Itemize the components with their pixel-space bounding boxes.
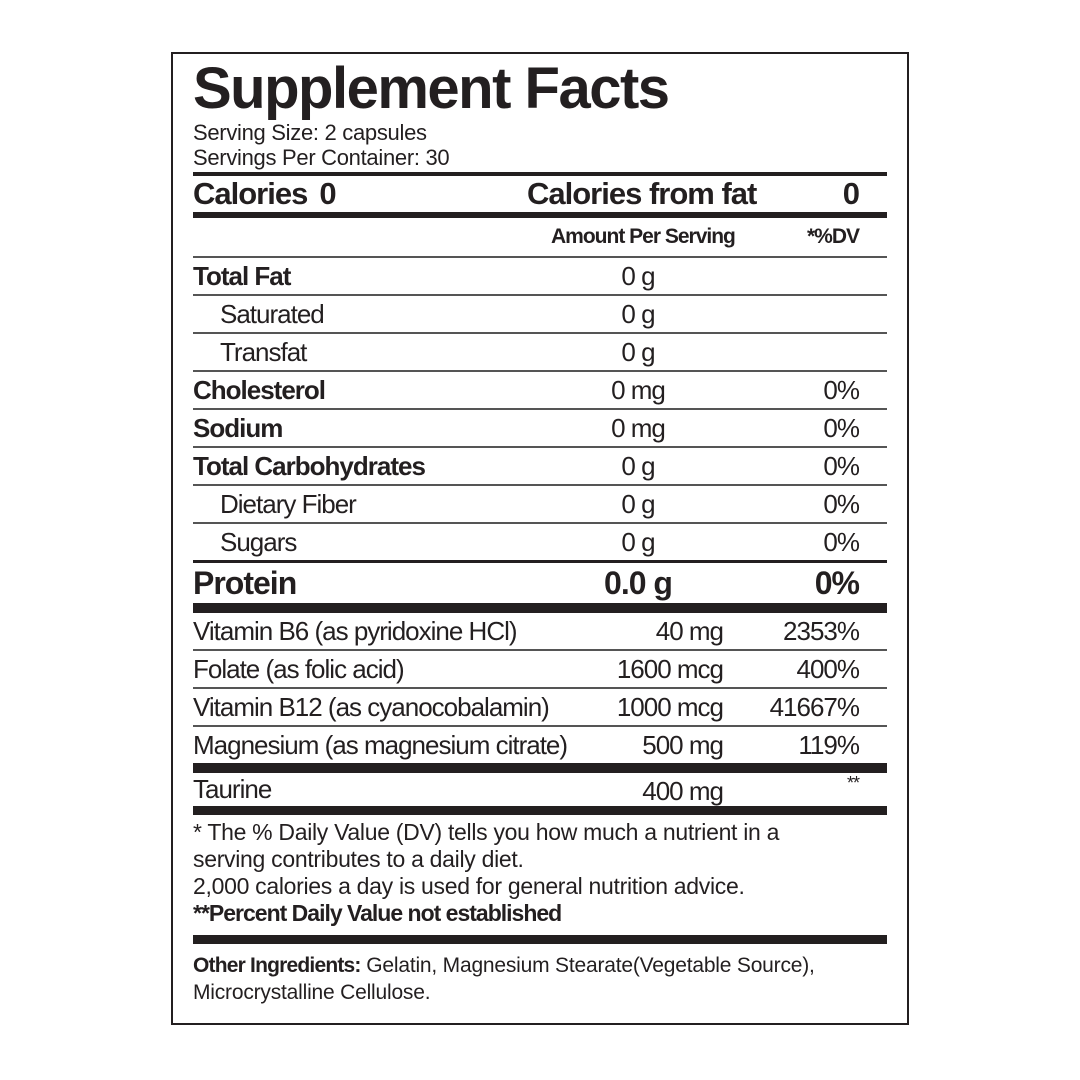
- divider: [193, 725, 887, 727]
- other-ingredients: Other Ingredients: Gelatin, Magnesium St…: [193, 944, 887, 1006]
- divider: [193, 294, 887, 296]
- protein-row: Protein 0.0 g 0%: [193, 563, 887, 603]
- amount-header: Amount Per Serving: [551, 225, 736, 248]
- nutrient-amount: 0 g: [621, 298, 655, 329]
- nutrient-row: Total Fat 0 g: [193, 258, 887, 294]
- calories-value: 0: [319, 176, 336, 211]
- column-header: Amount Per Serving *%DV: [193, 218, 887, 256]
- nutrient-row: Dietary Fiber 0 g 0%: [193, 486, 887, 522]
- nutrient-row: Sugars 0 g 0%: [193, 524, 887, 560]
- taurine-row: Taurine 400 mg **: [193, 773, 887, 806]
- nutrient-row: Cholesterol 0 mg 0%: [193, 372, 887, 408]
- divider: [193, 687, 887, 689]
- divider: [193, 806, 887, 815]
- nutrient-amount: 0.0 g: [604, 564, 673, 601]
- nutrient-amount: 400 mg: [642, 776, 724, 806]
- nutrient-amount: 0 g: [621, 526, 655, 557]
- divider: [193, 603, 887, 613]
- divider: [193, 256, 887, 258]
- nutrient-dv: 0%: [823, 412, 860, 443]
- divider: [193, 370, 887, 372]
- nutrient-dv: 0%: [823, 450, 860, 481]
- divider: [193, 763, 887, 773]
- nutrient-amount: 1000 mcg: [616, 691, 724, 722]
- divider: [193, 172, 887, 176]
- divider: [193, 212, 887, 218]
- calories-label: Calories: [193, 176, 308, 211]
- divider: [193, 484, 887, 486]
- nutrient-name: Folate (as folic acid): [193, 653, 405, 684]
- nutrient-dv: 41667%: [769, 691, 860, 722]
- other-ingredients-label: Other Ingredients:: [193, 954, 361, 977]
- calories-row: Calories 0 Calories from fat 0: [193, 176, 887, 212]
- servings-per-container: Servings Per Container: 30: [193, 145, 450, 170]
- nutrient-name: Total Fat: [193, 260, 291, 291]
- nutrient-dv: 2353%: [783, 615, 860, 646]
- nutrient-dv: 0%: [823, 374, 860, 405]
- nutrient-amount: 0 g: [621, 336, 655, 367]
- nutrient-row: Transfat 0 g: [193, 334, 887, 370]
- nutrient-name: Saturated: [220, 298, 325, 329]
- divider: [193, 446, 887, 448]
- nutrient-name: Cholesterol: [193, 374, 326, 405]
- nutrient-row: Saturated 0 g: [193, 296, 887, 332]
- divider: [193, 522, 887, 524]
- nutrient-amount: 0 g: [621, 488, 655, 519]
- dv-header: *%DV: [806, 225, 860, 248]
- nutrient-name: Vitamin B12 (as cyanocobalamin): [193, 691, 550, 722]
- nutrient-amount: 1600 mcg: [616, 653, 724, 684]
- nutrient-row: Total Carbohydrates 0 g 0%: [193, 448, 887, 484]
- divider: [193, 408, 887, 410]
- nutrient-name: Transfat: [220, 336, 307, 367]
- footnote: * The % Daily Value (DV) tells you how m…: [193, 815, 887, 927]
- nutrient-name: Dietary Fiber: [220, 488, 357, 519]
- divider: [193, 332, 887, 334]
- vitamin-row: Folate (as folic acid) 1600 mcg 400%: [193, 651, 887, 687]
- footnote-not-established: **Percent Daily Value not established: [193, 900, 562, 926]
- nutrient-amount: 0 g: [621, 450, 655, 481]
- nutrient-amount: 0 mg: [611, 374, 666, 405]
- divider: [193, 560, 887, 563]
- footnote-dv: * The % Daily Value (DV) tells you how m…: [193, 819, 780, 872]
- divider: [193, 649, 887, 651]
- divider: [193, 935, 887, 944]
- nutrient-name: Total Carbohydrates: [193, 450, 426, 481]
- nutrient-dv: **: [846, 773, 860, 793]
- nutrient-dv: 119%: [798, 729, 860, 760]
- nutrient-row: Sodium 0 mg 0%: [193, 410, 887, 446]
- nutrient-dv: 0%: [823, 526, 860, 557]
- vitamin-row: Vitamin B6 (as pyridoxine HCl) 40 mg 2353%: [193, 613, 887, 649]
- other-ingredients-text: Gelatin, Magnesium Stearate(Vegetable So…: [193, 954, 815, 1004]
- vitamin-row: Vitamin B12 (as cyanocobalamin) 1000 mcg 4…: [193, 689, 887, 725]
- nutrient-amount: 500 mg: [642, 729, 724, 760]
- nutrient-dv: 0%: [814, 564, 860, 601]
- footnote-calories: 2,000 calories a day is used for general…: [193, 873, 745, 899]
- supplement-facts-panel: Supplement Facts Serving Size: 2 capsule…: [171, 52, 909, 1025]
- nutrient-amount: 0 mg: [611, 412, 666, 443]
- vitamin-row: Magnesium (as magnesium citrate) 500 mg 11…: [193, 727, 887, 763]
- calories-from-fat-label: Calories from fat: [527, 176, 757, 211]
- panel-title: Supplement Facts: [193, 56, 670, 121]
- nutrient-name: Magnesium (as magnesium citrate): [193, 729, 568, 760]
- nutrient-amount: 40 mg: [655, 615, 724, 646]
- nutrient-name: Protein: [193, 564, 297, 601]
- serving-size: Serving Size: 2 capsules: [193, 120, 427, 145]
- nutrient-name: Sodium: [193, 412, 283, 443]
- nutrient-amount: 0 g: [621, 260, 655, 291]
- nutrient-name: Taurine: [193, 774, 272, 804]
- nutrient-name: Vitamin B6 (as pyridoxine HCl): [193, 615, 518, 646]
- nutrient-dv: 0%: [823, 488, 860, 519]
- nutrient-name: Sugars: [220, 526, 297, 557]
- nutrient-dv: 400%: [796, 653, 860, 684]
- calories-from-fat-value: 0: [842, 176, 860, 211]
